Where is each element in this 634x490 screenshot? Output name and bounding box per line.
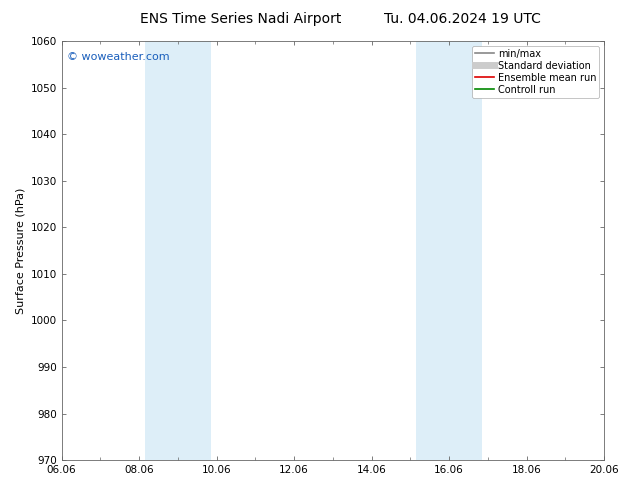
- Bar: [417, 41, 482, 460]
- Text: ENS Time Series Nadi Airport: ENS Time Series Nadi Airport: [140, 12, 342, 26]
- Text: © woweather.com: © woweather.com: [67, 51, 170, 62]
- Legend: min/max, Standard deviation, Ensemble mean run, Controll run: min/max, Standard deviation, Ensemble me…: [472, 46, 599, 98]
- Y-axis label: Surface Pressure (hPa): Surface Pressure (hPa): [15, 187, 25, 314]
- Text: Tu. 04.06.2024 19 UTC: Tu. 04.06.2024 19 UTC: [384, 12, 541, 26]
- Bar: [145, 41, 211, 460]
